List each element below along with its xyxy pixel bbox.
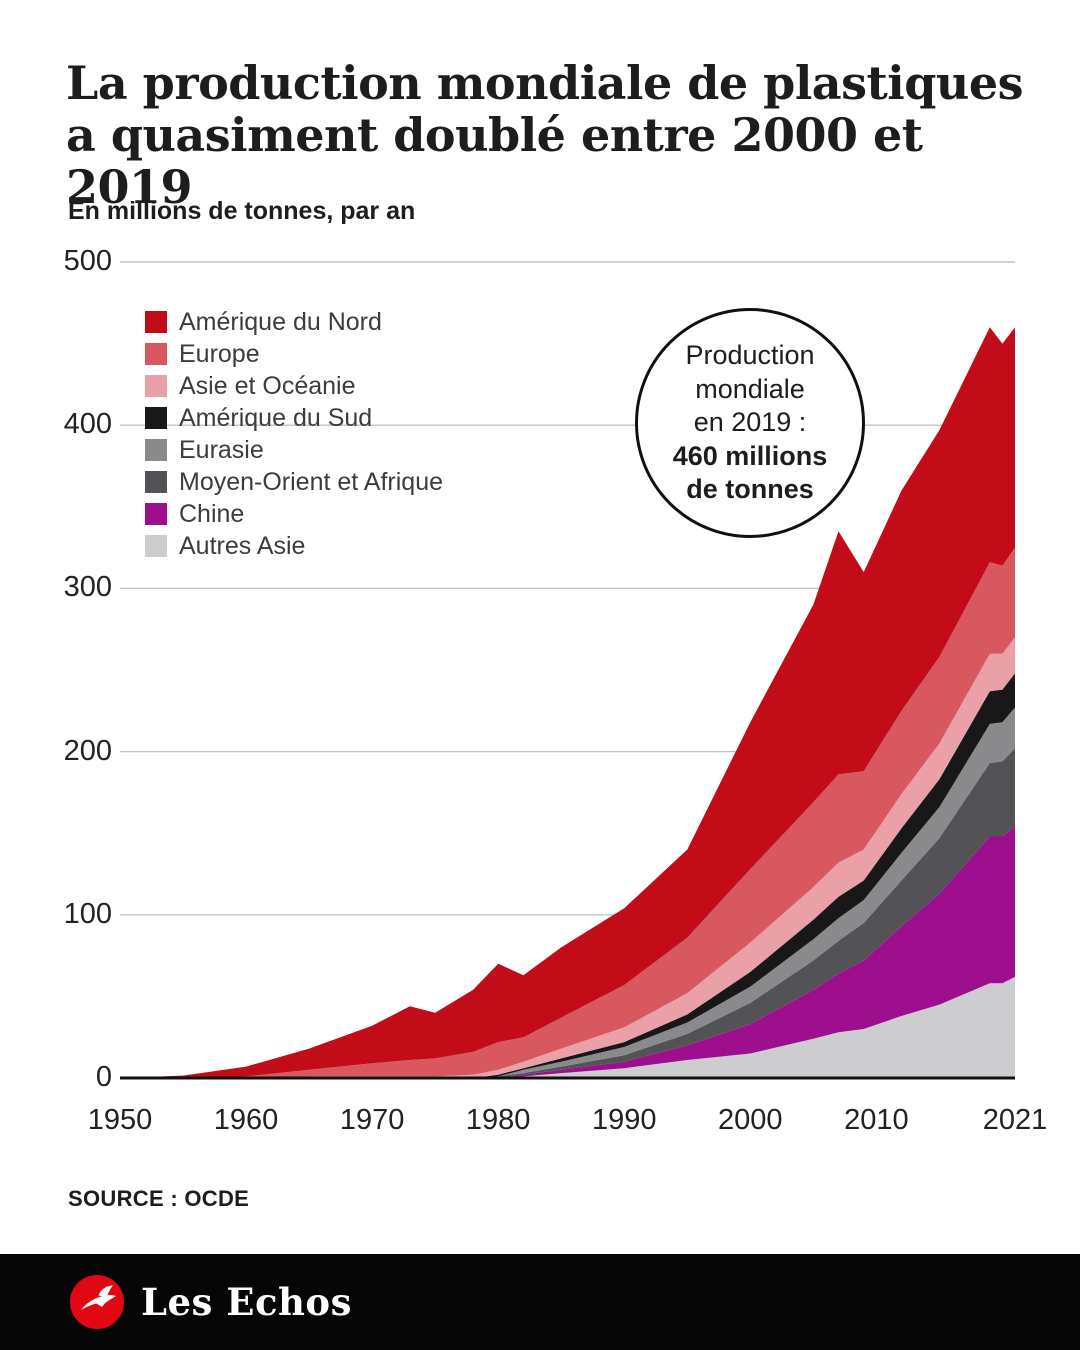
legend-item-am-rique-du-nord: Amérique du Nord [145,306,443,338]
x-tick-label-2000: 2000 [718,1104,783,1136]
legend-label: Europe [179,339,260,368]
x-tick-label-1970: 1970 [339,1104,405,1136]
legend-label: Amérique du Nord [179,307,382,336]
area-am-rique-du-nord [120,327,1015,1078]
y-tick-label-0: 0 [95,1061,112,1093]
legend-swatch [145,375,167,397]
y-tick-label-200: 200 [63,734,112,767]
legend-item-autres-asie: Autres Asie [145,530,443,562]
page-title-line2: a quasiment doublé entre 2000 et 2019 [66,107,923,214]
x-tick-label-1990: 1990 [591,1104,657,1136]
area-moyen-orient-et-afrique [120,748,1015,1078]
y-tick-label-500: 500 [63,245,112,277]
annotation-bold-text: 460 millions de tonnes [672,440,828,505]
les-echos-logo [70,1275,124,1329]
legend-swatch [145,535,167,557]
legend-swatch [145,407,167,429]
legend-item-eurasie: Eurasie [145,434,443,466]
source-label: SOURCE : OCDE [68,1186,250,1211]
footer-bar: Les Echos [0,1254,1080,1350]
y-tick-label-300: 300 [63,571,112,604]
annotation-circle: Production mondiale en 2019 : 460 millio… [635,308,865,538]
legend-swatch [145,439,167,461]
logo-bird-wing [98,1285,113,1297]
chart-unit-subtitle: En millions de tonnes, par an [68,197,416,225]
x-tick-label-1980: 1980 [465,1104,531,1136]
area-chine [120,826,1015,1078]
legend-label: Chine [179,499,245,528]
page-title: La production mondiale de plastiques a qu… [66,56,1026,214]
legend-item-chine: Chine [145,498,443,530]
legend-label: Autres Asie [179,531,306,560]
y-tick-label-100: 100 [63,897,112,930]
legend-swatch [145,471,167,493]
legend-swatch [145,503,167,525]
legend-item-am-rique-du-sud: Amérique du Sud [145,402,443,434]
legend-label: Amérique du Sud [179,403,373,432]
x-tick-label-2021: 2021 [982,1104,1048,1136]
legend-label: Eurasie [179,435,264,464]
area-europe [120,547,1015,1078]
legend-item-europe: Europe [145,338,443,370]
y-tick-label-400: 400 [63,408,112,441]
legend-item-moyen-orient-et-afrique: Moyen-Orient et Afrique [145,466,443,498]
logo-bird-body [81,1295,116,1310]
legend-swatch [145,311,167,333]
area-autres-asie [120,976,1015,1078]
legend-item-asie-et-oc-anie: Asie et Océanie [145,370,443,402]
page-title-line1: La production mondiale de plastiques [66,56,1024,110]
x-tick-label-1960: 1960 [213,1104,279,1136]
legend-label: Asie et Océanie [179,371,356,400]
legend-label: Moyen-Orient et Afrique [179,467,444,496]
x-tick-label-1950: 1950 [87,1104,153,1136]
brand-name: Les Echos [141,1280,352,1324]
chart-legend: Amérique du Nord Europe Asie et Océanie Amé… [145,306,443,562]
legend-swatch [145,343,167,365]
x-tick-label-2010: 2010 [844,1104,909,1136]
annotation-regular-text: Production mondiale en 2019 : [685,340,815,438]
